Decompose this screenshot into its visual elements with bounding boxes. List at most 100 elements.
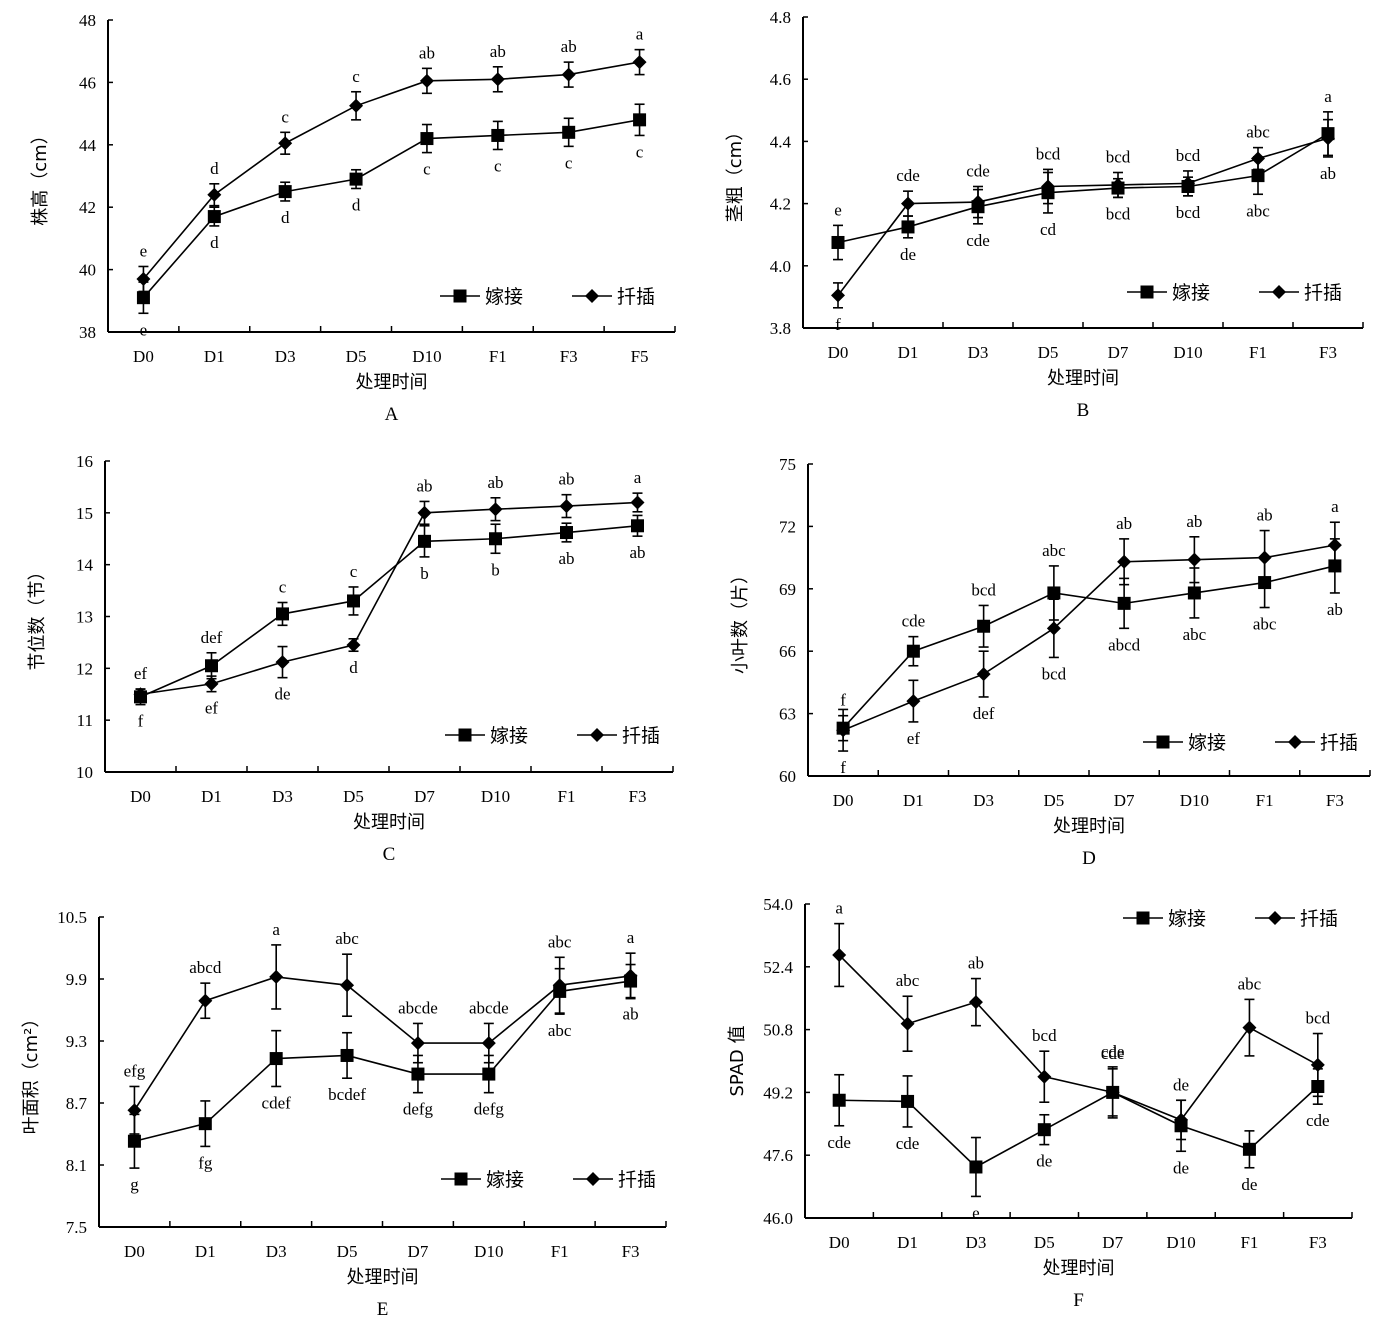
x-tick-label: D7: [408, 1242, 429, 1261]
legend: 嫁接 扦插: [440, 286, 655, 308]
legend-diamond-icon: [590, 728, 604, 742]
chart-panel-f: 46.0 47.6 49.2 50.8 52.4 54.0 D0 D1 D3 D5 D7 D10 F1 F…: [690, 885, 1374, 1329]
diamond-marker: [632, 55, 647, 70]
significance-label: a: [636, 25, 644, 44]
x-tick-label: F1: [558, 787, 576, 806]
legend: 嫁接 扦插: [441, 1169, 656, 1191]
diamond-marker: [906, 694, 921, 709]
significance-label: b: [491, 560, 500, 579]
panel-letter: B: [1077, 400, 1090, 421]
x-tick-label: D10: [481, 787, 510, 806]
x-tick-label: D3: [968, 343, 989, 362]
x-tick-label: D5: [1043, 791, 1064, 810]
square-marker: [562, 125, 576, 139]
significance-label: bcd: [1306, 1009, 1331, 1028]
chart-e-svg: 7.5 8.1 8.7 9.3 9.9 10.5 D0 D1 D3 D5 D7 D10 F1 F3 处理时间…: [21, 908, 667, 1320]
legend-label-grafting: 嫁接: [490, 725, 528, 747]
significance-label: ef: [205, 699, 219, 718]
y-tick-label: 8.1: [66, 1156, 87, 1175]
diamond-marker: [198, 993, 213, 1008]
significance-label: bcdef: [328, 1085, 366, 1104]
panel-letter: A: [385, 404, 399, 425]
x-tick-label: F3: [560, 347, 578, 366]
x-tick-label: F3: [1309, 1233, 1327, 1252]
significance-label: ab: [416, 476, 432, 495]
series-line: [842, 565, 1336, 729]
x-tick-label: D1: [201, 787, 222, 806]
chart-b-svg: 3.8 4.0 4.2 4.4 4.6 4.8 D0 D1 D3 D5 D7 D10 F1 F3 处理时间 茎…: [725, 8, 1364, 421]
x-axis-title: 处理时间: [356, 372, 428, 393]
x-tick-label: D3: [275, 347, 296, 366]
significance-label: abc: [1042, 541, 1066, 560]
diamond-marker: [275, 655, 290, 670]
y-tick-label: 3.8: [770, 319, 791, 338]
chart-a-svg: 38 40 42 44 46 48 D0 D1 D3 D5 D10 F1 F3 F5 处理时间 株高（cm） A…: [30, 11, 676, 425]
panel-letter: D: [1082, 848, 1096, 869]
x-tick-label: D5: [337, 1242, 358, 1261]
y-tick-label: 8.7: [66, 1094, 88, 1113]
panel-letter: E: [377, 1299, 389, 1320]
significance-label: f: [138, 712, 144, 731]
diamond-marker: [346, 638, 361, 653]
x-axis-title: 处理时间: [1053, 816, 1125, 837]
diamond-marker: [976, 667, 991, 682]
significance-label: abc: [548, 1021, 572, 1040]
significance-label: ab: [1186, 512, 1202, 531]
significance-label: a: [1324, 87, 1332, 106]
diamond-marker: [901, 196, 915, 211]
square-marker: [198, 1117, 212, 1131]
chart-panel-b: 3.8 4.0 4.2 4.4 4.6 4.8 D0 D1 D3 D5 D7 D10 F1 F3 处理时间 茎…: [690, 0, 1374, 435]
chart-panel-e: 7.5 8.1 8.7 9.3 9.9 10.5 D0 D1 D3 D5 D7 D10 F1 F3 处理时间…: [0, 885, 690, 1329]
diamond-marker: [1046, 621, 1061, 636]
y-tick-label: 40: [79, 261, 96, 280]
significance-label: c: [279, 578, 287, 597]
y-tick-label: 14: [76, 556, 94, 575]
significance-label: d: [349, 658, 358, 677]
significance-label: d: [281, 208, 290, 227]
x-tick-label: D7: [1114, 791, 1135, 810]
diamond-marker: [1310, 1057, 1325, 1072]
diamond-marker: [552, 978, 567, 993]
panel-letter: F: [1073, 1290, 1084, 1311]
y-tick-label: 4.2: [770, 195, 791, 214]
y-tick-label: 46.0: [763, 1209, 793, 1228]
series-grafting: cde cde e de cde de de cde: [827, 1044, 1329, 1223]
square-marker: [127, 1134, 141, 1148]
significance-label: b: [420, 564, 429, 583]
y-tick-label: 10.5: [57, 908, 87, 927]
significance-label: ab: [623, 1005, 639, 1024]
significance-label: de: [1036, 1152, 1052, 1171]
significance-label: ab: [490, 42, 506, 61]
y-tick-label: 4.6: [770, 70, 791, 89]
square-marker: [340, 1048, 354, 1062]
significance-label: ab: [558, 470, 574, 489]
square-marker: [1037, 1123, 1051, 1137]
series-line: [134, 980, 631, 1143]
series-line: [839, 1085, 1319, 1168]
square-marker: [482, 1067, 496, 1081]
square-marker: [969, 1160, 983, 1174]
x-tick-label: F3: [1326, 791, 1344, 810]
diamond-marker: [623, 968, 638, 983]
significance-label: de: [900, 245, 916, 264]
diamond-marker: [340, 978, 355, 993]
significance-label: c: [636, 142, 644, 161]
y-tick-label: 60: [779, 767, 796, 786]
legend-label-cutting: 扦插: [1304, 282, 1342, 304]
x-tick-label: D0: [130, 787, 151, 806]
significance-label: cde: [1101, 1044, 1125, 1063]
chart-panel-d: 60 63 66 69 72 75 D0 D1 D3 D5 D7 D10 F1 F3 处理时间 小叶数（片） D…: [690, 440, 1374, 880]
significance-label: e: [140, 241, 148, 260]
significance-label: c: [281, 107, 289, 126]
diamond-marker: [490, 72, 505, 87]
y-tick-label: 54.0: [763, 895, 793, 914]
x-tick-label: F1: [1249, 343, 1267, 362]
x-tick-label: D0: [833, 791, 854, 810]
square-marker: [207, 210, 221, 224]
diamond-marker: [269, 969, 284, 984]
legend-label-grafting: 嫁接: [1168, 908, 1206, 930]
significance-label: bcd: [971, 580, 996, 599]
square-marker: [491, 128, 505, 142]
series-line: [842, 544, 1336, 731]
diamond-marker: [831, 288, 845, 303]
